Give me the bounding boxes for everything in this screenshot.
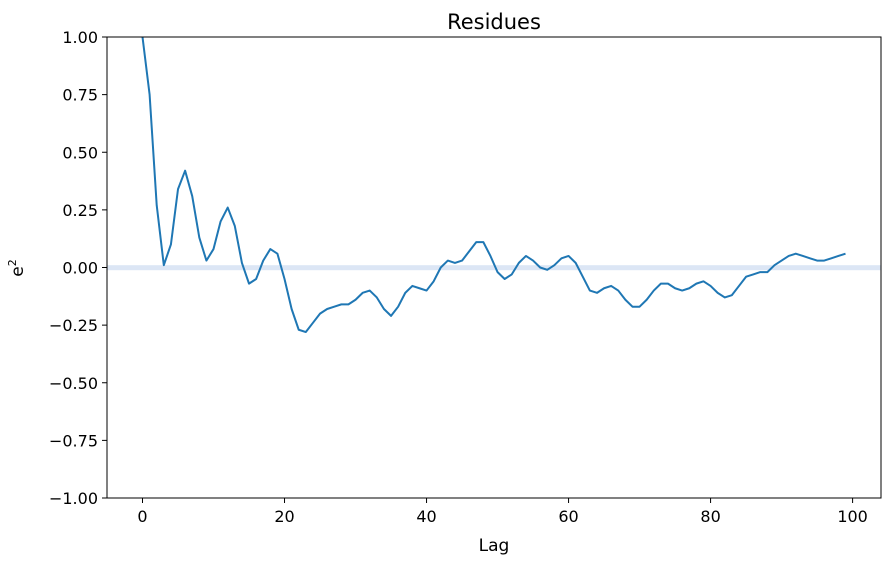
y-tick-label: −0.75 bbox=[49, 431, 98, 450]
y-axis-label-superscript: 2 bbox=[6, 259, 19, 266]
residue-line-layer bbox=[141, 36, 846, 334]
y-tick-label: 1.00 bbox=[62, 28, 98, 47]
y-tick-label: −1.00 bbox=[49, 489, 98, 508]
chart-title: Residues bbox=[447, 10, 541, 34]
x-tick-label: 60 bbox=[558, 507, 578, 526]
y-tick-label: 0.00 bbox=[62, 259, 98, 278]
y-tick-label: −0.25 bbox=[49, 316, 98, 335]
x-tick-label: 40 bbox=[416, 507, 436, 526]
y-tick-label: −0.50 bbox=[49, 374, 98, 393]
x-tick-label: 0 bbox=[137, 507, 147, 526]
y-axis-label: e2 bbox=[6, 259, 28, 276]
x-tick-label: 80 bbox=[700, 507, 720, 526]
y-axis-label-base: e bbox=[8, 266, 28, 276]
y-tick-label: 0.50 bbox=[62, 143, 98, 162]
x-tick-label: 100 bbox=[837, 507, 868, 526]
x-tick-label: 20 bbox=[274, 507, 294, 526]
ticks-layer: 0 20 40 60 80 100 −1.00 −0.75 −0.50 −0.25 0.00 0.25… bbox=[49, 28, 868, 526]
series-line-0 bbox=[141, 36, 846, 334]
zero-band bbox=[107, 265, 881, 271]
confidence-band-layer bbox=[107, 265, 881, 271]
x-axis-label: Lag bbox=[479, 536, 510, 556]
y-tick-label: 0.75 bbox=[62, 86, 98, 105]
y-tick-label: 0.25 bbox=[62, 201, 98, 220]
